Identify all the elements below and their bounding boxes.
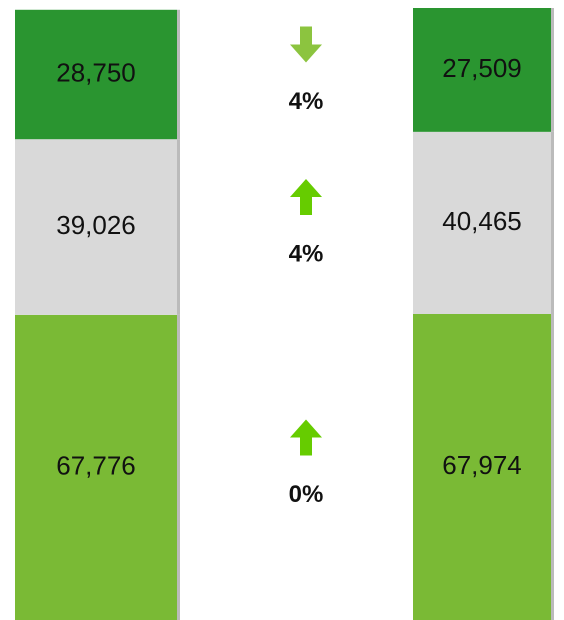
bar-shadow	[551, 8, 554, 132]
change-arrow	[290, 419, 322, 456]
bar-shadow	[177, 139, 180, 315]
bar-shadow	[551, 131, 554, 314]
bar-segment	[15, 139, 177, 315]
bar-segment	[413, 131, 551, 314]
bar-shadow	[177, 314, 180, 620]
bar-segment	[15, 9, 177, 140]
data-label: 67,776	[56, 450, 136, 480]
change-label: 4%	[289, 88, 324, 115]
data-label: 39,026	[56, 210, 136, 240]
change-arrow	[290, 26, 322, 63]
bar-segment	[15, 314, 177, 620]
bar-shadow	[551, 314, 554, 620]
change-label: 4%	[289, 240, 324, 267]
bar-segment	[413, 314, 551, 620]
data-label: 28,750	[56, 57, 136, 87]
data-label: 67,974	[442, 450, 522, 480]
data-label: 40,465	[442, 206, 522, 236]
change-arrow	[290, 179, 322, 216]
change-label: 0%	[289, 481, 324, 508]
data-label: 27,509	[442, 53, 522, 83]
bar-shadow	[177, 9, 180, 140]
bar-segment	[413, 8, 551, 132]
